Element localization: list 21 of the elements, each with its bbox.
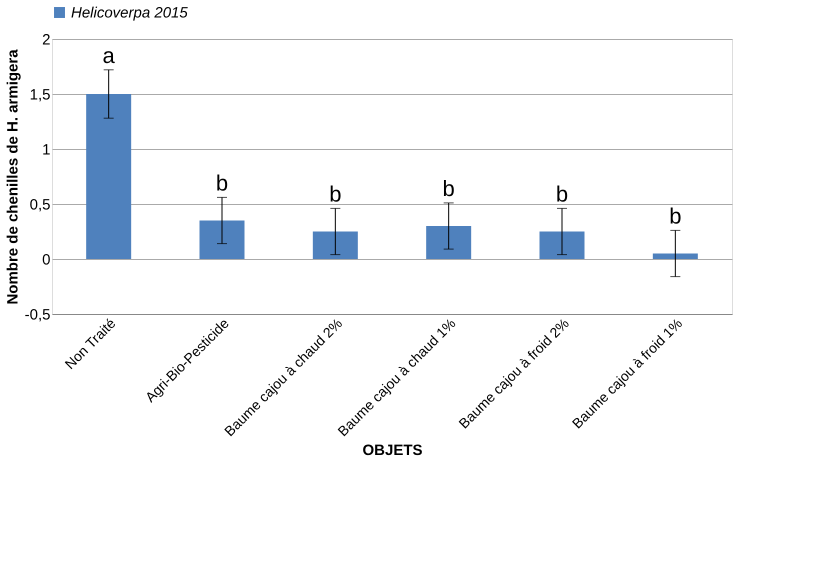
bar	[86, 94, 132, 259]
y-axis-title: Nombre de chenilles de H. armigera	[4, 48, 22, 305]
annotation: a	[102, 42, 116, 68]
bar	[312, 232, 358, 259]
bar	[200, 220, 244, 259]
annotation: b	[329, 181, 342, 206]
annotation: b	[216, 170, 228, 196]
x-axis-title: OBJETS	[362, 442, 423, 460]
y-tick-label: 1,5	[30, 86, 50, 104]
y-tick-label: 0	[42, 252, 50, 268]
annotation: b	[556, 181, 568, 206]
y-tick-label: 2	[42, 32, 50, 48]
annotation: b	[442, 176, 455, 201]
y-tick-label: 1	[42, 142, 50, 158]
legend-label: Helicoverpa 2015	[71, 4, 188, 22]
annotation: b	[669, 203, 682, 228]
bar	[652, 254, 698, 259]
y-tick-label: 0,5	[30, 196, 50, 214]
bar	[540, 232, 584, 259]
bar	[426, 226, 472, 259]
y-tick-label: -0,5	[24, 306, 50, 324]
